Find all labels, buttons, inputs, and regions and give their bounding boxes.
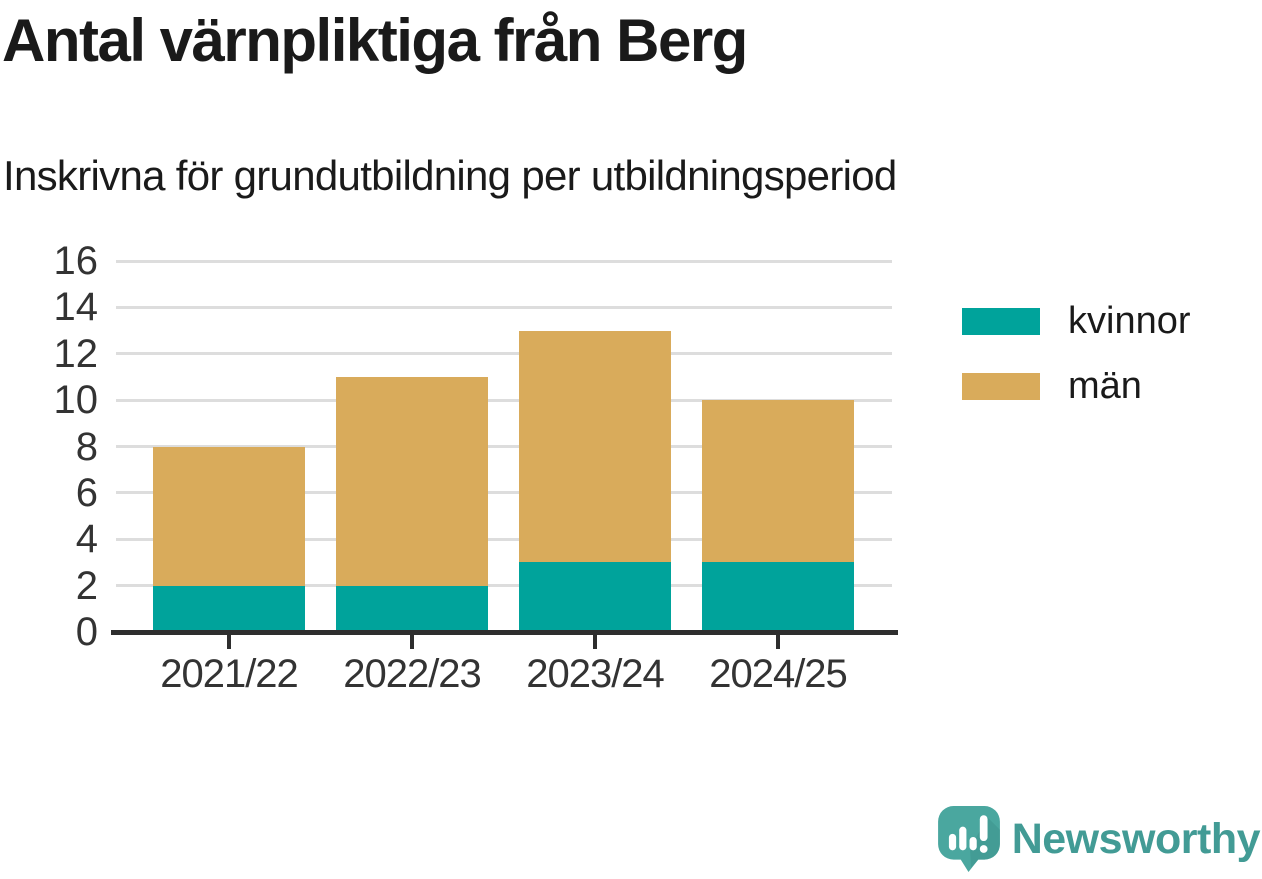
legend-swatch-män xyxy=(962,373,1040,400)
gridline-y-8 xyxy=(116,445,892,448)
x-axis-label-2023-24: 2023/24 xyxy=(526,652,665,696)
newsworthy-logo-icon xyxy=(937,806,1000,872)
x-axis-tick-2021-22 xyxy=(227,635,231,649)
gridline-y-10 xyxy=(116,398,892,402)
x-axis-tick-2023-24 xyxy=(593,635,597,649)
brand-name: Newsworthy xyxy=(1011,814,1261,863)
y-axis-label-14: 14 xyxy=(53,285,99,330)
legend-label-kvinnor: kvinnor xyxy=(1068,300,1191,342)
bar-2023-24-män xyxy=(519,330,671,563)
bar-2024-25-män xyxy=(702,400,854,563)
y-axis-label-16: 16 xyxy=(53,239,99,283)
y-axis-label-4: 4 xyxy=(75,517,98,562)
gridline-y-12 xyxy=(116,352,892,356)
legend-label-män: män xyxy=(1068,365,1142,407)
x-axis-label-2021-22: 2021/22 xyxy=(160,652,299,696)
gridline-y-4 xyxy=(116,537,892,541)
legend-swatch-kvinnor xyxy=(962,308,1040,335)
gridline-y-16 xyxy=(116,259,892,263)
x-axis-label-2022-23: 2022/23 xyxy=(343,652,482,696)
legend-item-män: män xyxy=(962,365,1191,408)
y-axis-label-0: 0 xyxy=(75,610,98,654)
legend: kvinnor män xyxy=(962,300,1191,430)
x-axis-tick-2024-25 xyxy=(776,635,780,649)
bar-2024-25-kvinnor xyxy=(702,562,854,632)
chart-title: Antal värnpliktiga från Berg xyxy=(2,7,748,74)
y-axis-label-2: 2 xyxy=(75,563,98,608)
bar-2021-22-kvinnor xyxy=(153,585,305,632)
chart-subtitle: Inskrivna för grundutbildning per utbild… xyxy=(3,152,897,199)
x-axis-label-2024-25: 2024/25 xyxy=(709,652,848,696)
bar-2022-23-kvinnor xyxy=(336,585,488,632)
gridline-y-14 xyxy=(116,305,892,309)
y-axis-label-8: 8 xyxy=(75,424,98,469)
y-axis-label-12: 12 xyxy=(53,331,99,376)
y-axis-label-6: 6 xyxy=(75,470,98,515)
newsworthy-brand: Newsworthy xyxy=(936,805,1261,873)
bar-2021-22-män xyxy=(153,446,305,586)
bar-2022-23-män xyxy=(336,376,488,586)
legend-item-kvinnor: kvinnor xyxy=(962,300,1191,343)
bar-2023-24-kvinnor xyxy=(519,562,671,632)
x-axis-tick-2022-23 xyxy=(410,635,414,649)
gridline-y-2 xyxy=(116,584,892,588)
gridline-y-6 xyxy=(116,491,892,495)
y-axis-label-10: 10 xyxy=(53,378,99,423)
x-axis-line xyxy=(111,630,898,635)
